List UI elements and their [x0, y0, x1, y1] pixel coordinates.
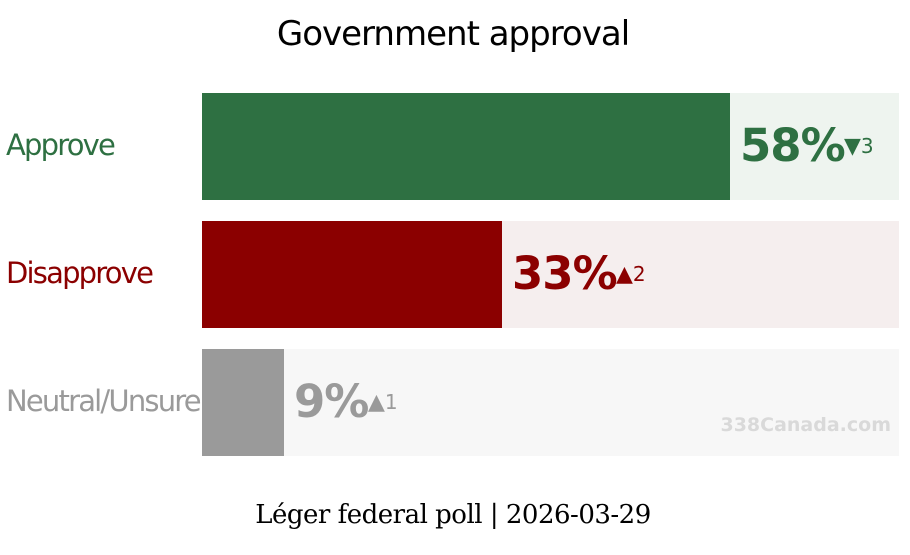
category-label: Neutral/Unsure [6, 383, 202, 418]
bar-neutral-unsure [202, 349, 284, 456]
value-label: 9% [294, 374, 369, 428]
category-label: Approve [6, 127, 116, 162]
triangle-down-icon: ▼ [844, 133, 861, 159]
category-label: Disapprove [6, 255, 154, 290]
change-value: 2 [632, 261, 646, 286]
change-label: ▼3 [844, 133, 874, 159]
change-label: ▲2 [616, 261, 646, 287]
value-label: 33% [512, 246, 618, 300]
triangle-up-icon: ▲ [616, 261, 633, 287]
triangle-up-icon: ▲ [368, 389, 385, 415]
value-label: 58% [740, 118, 846, 172]
change-value: 1 [384, 389, 398, 414]
change-label: ▲1 [368, 389, 398, 415]
watermark: 338Canada.com [720, 414, 891, 436]
bar-track-neutral-unsure [202, 349, 899, 456]
chart-title: Government approval [276, 14, 630, 54]
change-value: 3 [860, 133, 874, 158]
bar-disapprove [202, 221, 502, 328]
bar-approve [202, 93, 730, 200]
poll-source-footer: Léger federal poll | 2026-03-29 [255, 500, 651, 530]
